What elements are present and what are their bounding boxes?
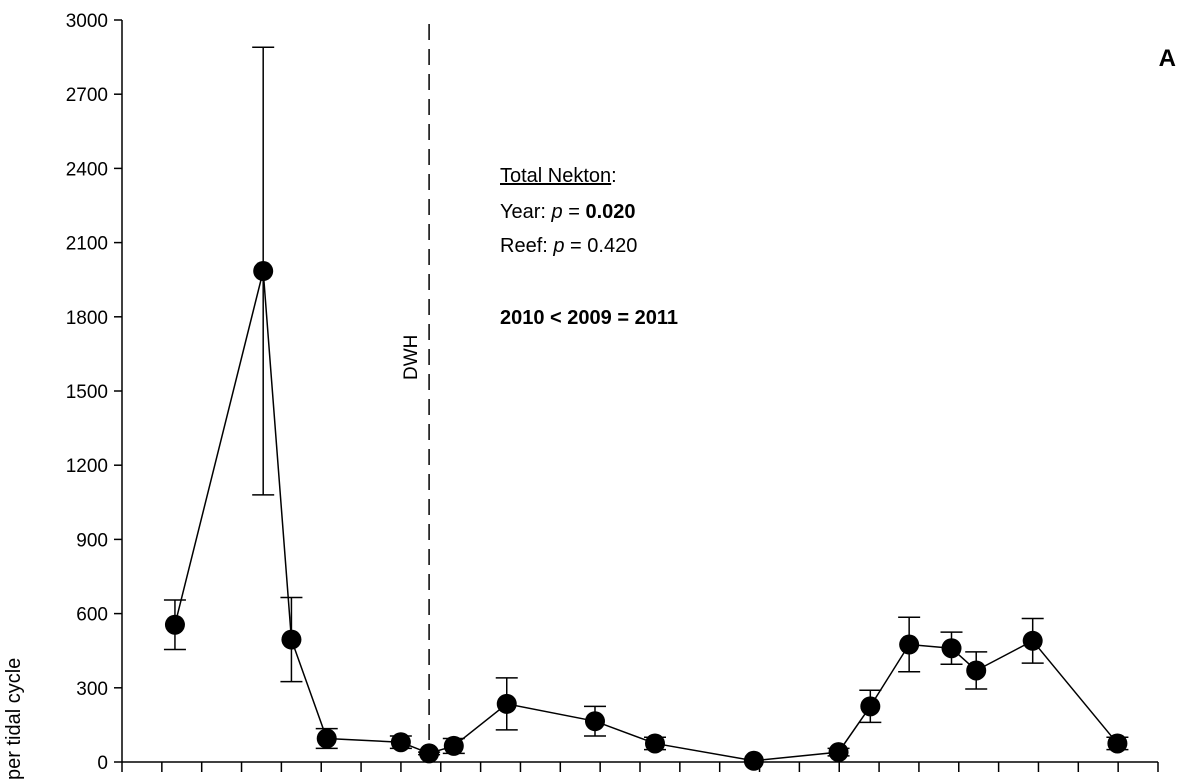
annotation-heading-suffix: :	[611, 165, 617, 187]
annotation-reef-p: p	[552, 235, 564, 257]
annotation-year-eq: =	[563, 201, 586, 223]
data-point	[164, 614, 185, 635]
y-tick-label: 2400	[66, 159, 108, 180]
series	[164, 261, 1128, 771]
data-point	[496, 693, 517, 714]
annotation-year-p: p	[551, 201, 563, 223]
y-tick-label: 900	[76, 530, 108, 551]
data-point	[419, 743, 440, 764]
data-point	[253, 261, 274, 282]
data-point	[966, 660, 987, 681]
data-point	[645, 733, 666, 754]
data-point	[1107, 733, 1128, 754]
data-point	[443, 735, 464, 756]
data-point	[899, 634, 920, 655]
data-point	[584, 711, 605, 732]
annotation-year-value: 0.020	[585, 201, 635, 223]
annotation-reef-line: Reef: p = 0.420	[500, 235, 637, 257]
data-point	[941, 638, 962, 659]
y-tick-label: 1200	[66, 456, 108, 477]
y-tick-label: 1800	[66, 308, 108, 329]
x-ticks	[121, 762, 1159, 772]
annotation-reef-value: 0.420	[587, 235, 637, 257]
y-tick-label: 600	[76, 605, 108, 626]
y-tick-label: 2100	[66, 234, 108, 255]
panel-label: A	[1159, 45, 1176, 72]
annotation-heading-line: Total Nekton:	[500, 165, 617, 187]
data-point	[743, 750, 764, 771]
annotation-reef-prefix: Reef:	[500, 235, 553, 257]
error-bars	[163, 46, 1129, 757]
y-tick-label: 0	[97, 753, 108, 774]
y-ticks: 0 300 600 900 1200 1500 1800 2100 2400 2700 3000	[66, 11, 122, 774]
y-tick-label: 3000	[66, 11, 108, 32]
data-point	[390, 732, 411, 753]
stats-annotation: Total Nekton: Year: p = 0.020 Reef: p = …	[500, 165, 678, 329]
annotation-year-line: Year: p = 0.020	[500, 201, 636, 223]
annotation-heading: Total Nekton	[500, 165, 611, 187]
reference-line-group: DWH	[401, 24, 430, 762]
y-tick-label: 1500	[66, 382, 108, 403]
data-point	[316, 728, 337, 749]
y-tick-label: 300	[76, 679, 108, 700]
data-point	[281, 629, 302, 650]
data-point	[828, 742, 849, 763]
axes	[121, 20, 1158, 763]
annotation-reef-eq: =	[564, 235, 587, 257]
annotation-year-prefix: Year:	[500, 201, 552, 223]
annotation-comparison: 2010 < 2009 = 2011	[500, 307, 678, 329]
data-point	[1022, 630, 1043, 651]
y-axis-title: per tidal cycle	[3, 658, 25, 780]
data-point	[860, 696, 881, 717]
reference-line-label: DWH	[401, 335, 422, 380]
y-tick-label: 2700	[66, 85, 108, 106]
